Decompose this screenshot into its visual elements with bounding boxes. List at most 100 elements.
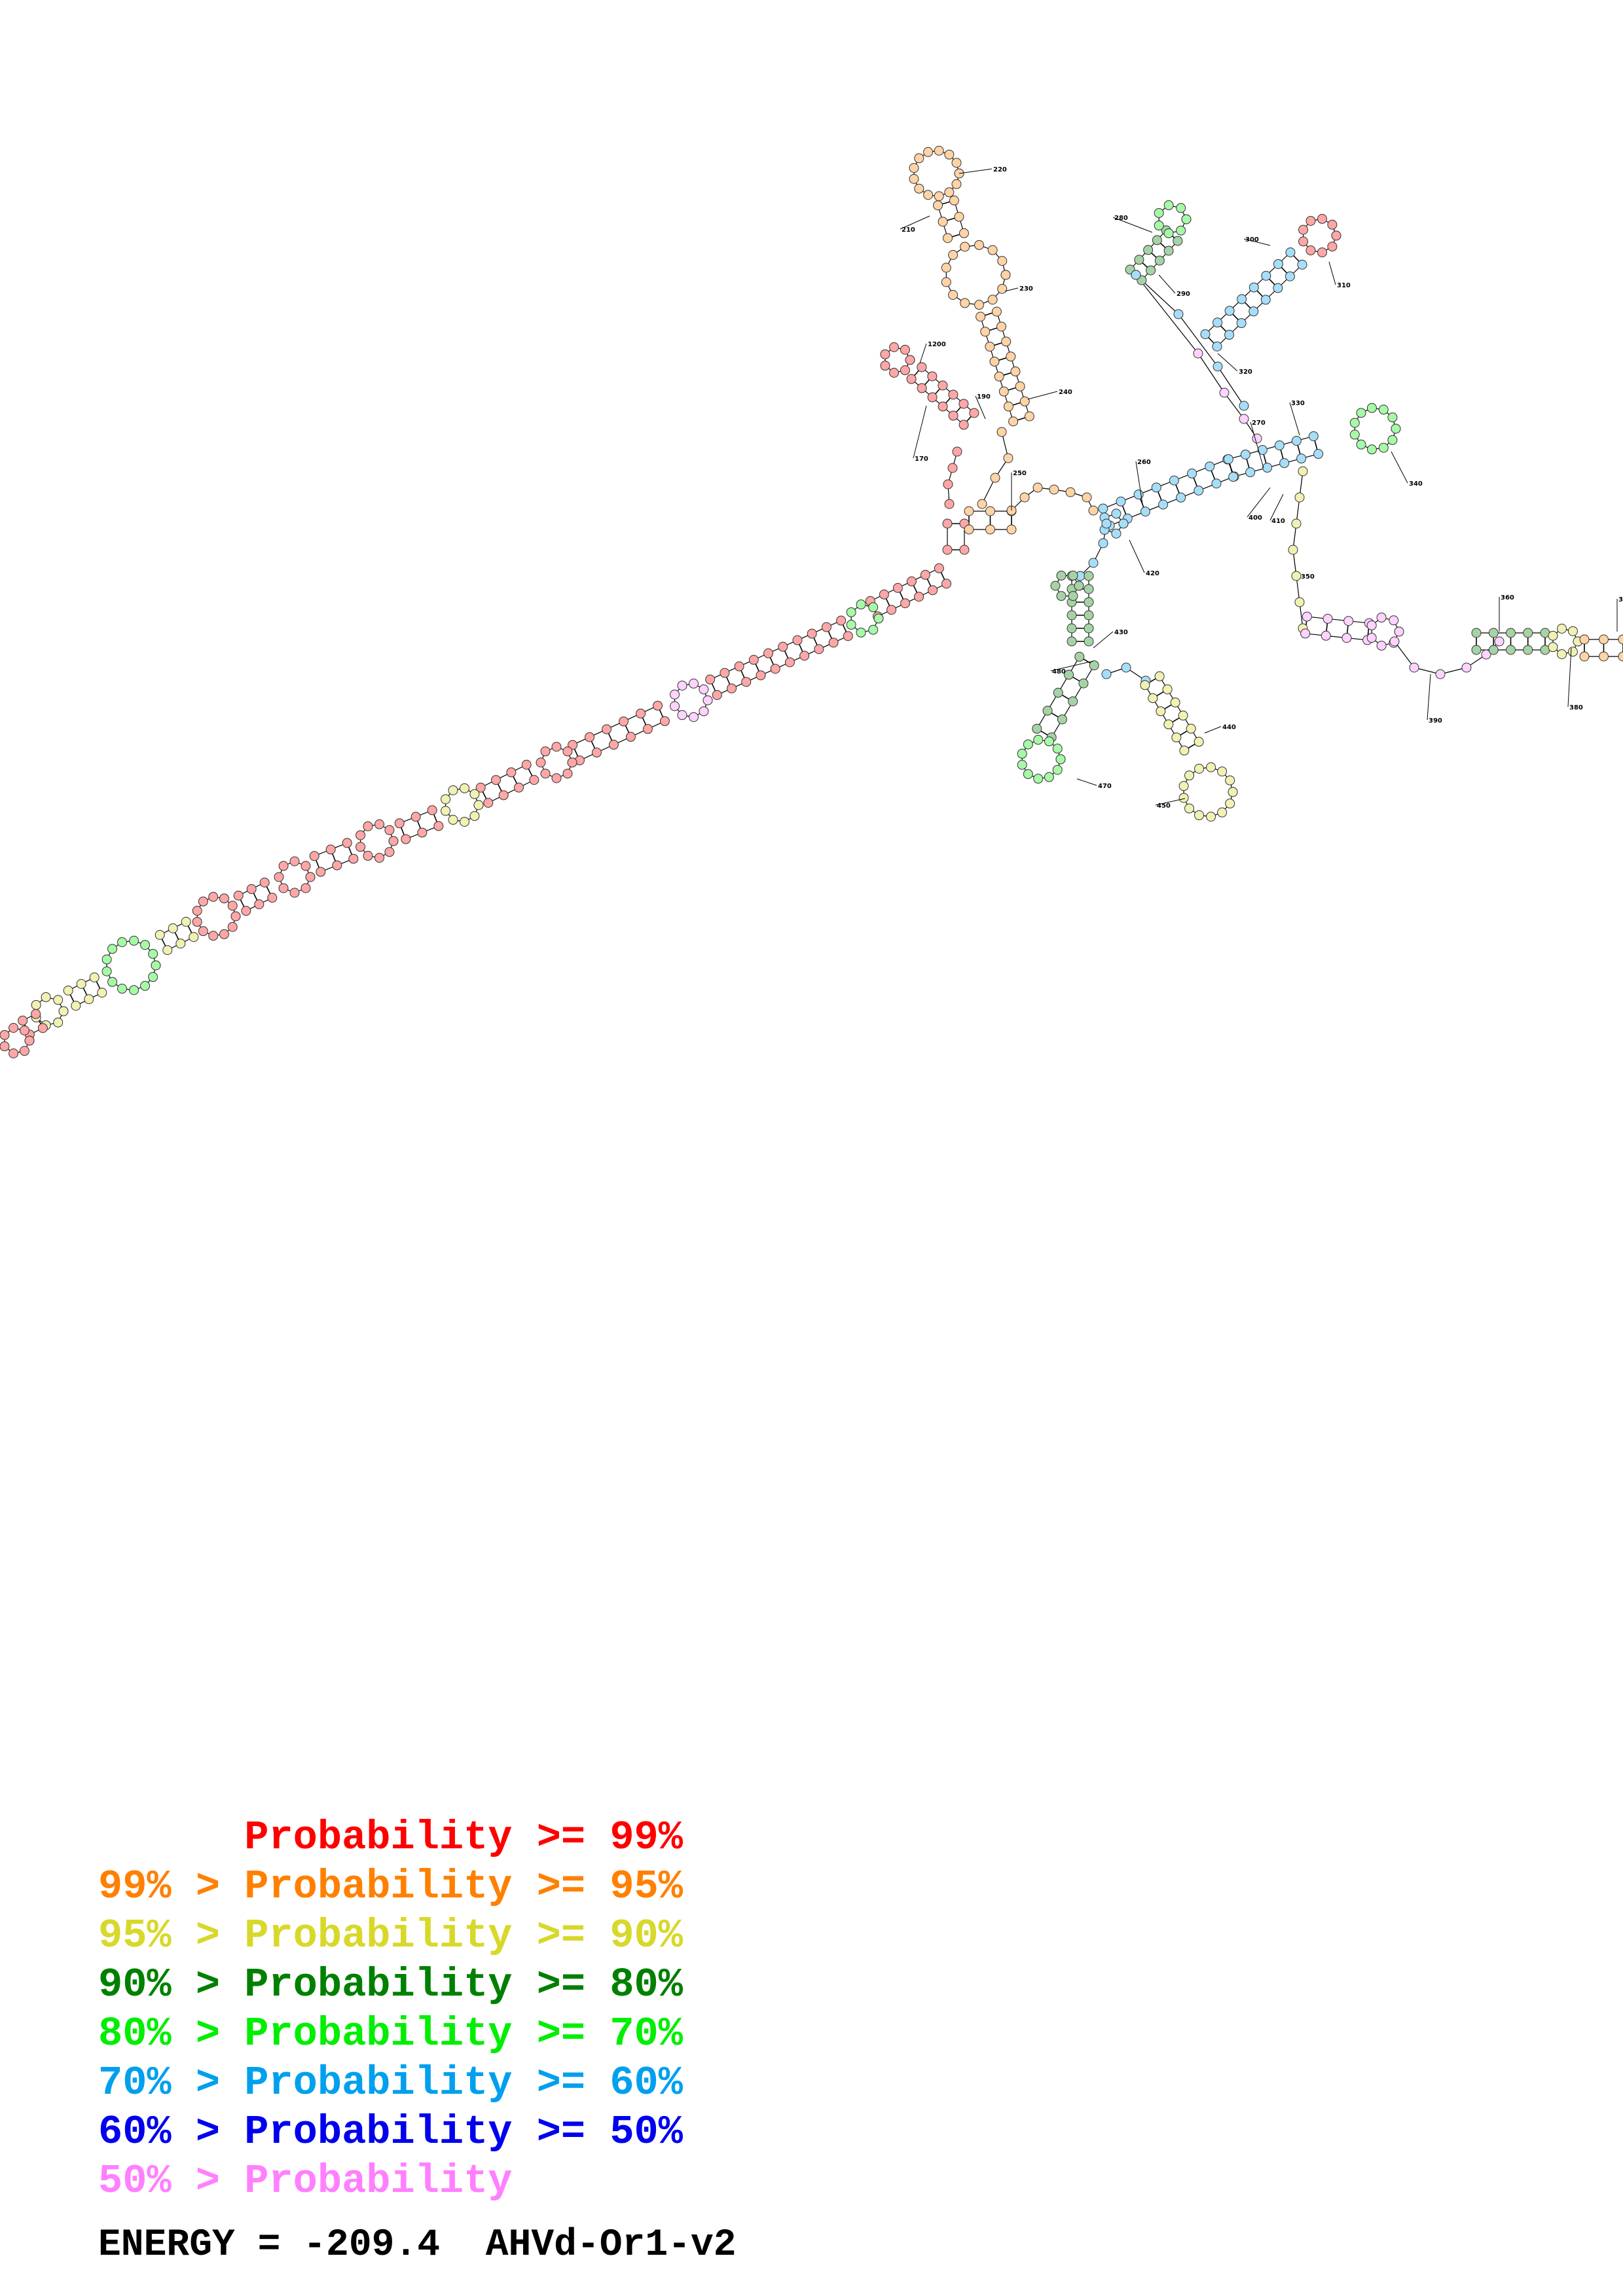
nucleotide bbox=[1378, 442, 1389, 453]
nucleotide bbox=[1618, 634, 1623, 645]
label-leader bbox=[1217, 353, 1238, 372]
nucleotide bbox=[101, 966, 112, 977]
nucleotide bbox=[1239, 414, 1249, 424]
nucleotide bbox=[316, 867, 326, 877]
nucleotide bbox=[129, 985, 139, 996]
sequence-name: AHVd-Or1-v2 bbox=[485, 2224, 737, 2267]
nucleotide bbox=[927, 392, 938, 403]
nucleotide bbox=[0, 1041, 10, 1052]
nucleotide bbox=[1084, 623, 1094, 634]
nucleotide bbox=[536, 757, 546, 768]
nucleotide bbox=[1084, 597, 1094, 607]
position-label: 250 bbox=[1013, 470, 1027, 477]
nucleotide bbox=[1291, 435, 1302, 446]
nucleotide bbox=[1461, 662, 1472, 673]
bond-line bbox=[1224, 392, 1245, 420]
nucleotide bbox=[1176, 203, 1186, 213]
nucleotide bbox=[1327, 242, 1338, 252]
nucleotide bbox=[959, 545, 970, 555]
nucleotide bbox=[175, 939, 186, 949]
nucleotide bbox=[529, 775, 539, 785]
position-label: 190 bbox=[977, 393, 991, 401]
nucleotide bbox=[585, 732, 595, 742]
bond-line bbox=[1217, 366, 1245, 406]
nucleotide bbox=[289, 888, 300, 898]
nucleotide bbox=[384, 825, 395, 835]
nucleotide bbox=[1224, 330, 1235, 340]
nucleotide bbox=[938, 380, 948, 391]
nucleotide bbox=[1579, 651, 1590, 662]
nucleotide bbox=[1212, 341, 1222, 351]
nucleotide bbox=[1148, 693, 1158, 704]
nucleotide bbox=[289, 856, 300, 867]
nucleotide bbox=[964, 524, 974, 535]
nucleotide bbox=[1088, 558, 1099, 568]
position-label: 360 bbox=[1501, 594, 1514, 601]
nucleotide bbox=[947, 463, 958, 473]
nucleotide bbox=[998, 386, 1009, 397]
nucleotide bbox=[1033, 774, 1044, 784]
label-leader bbox=[1328, 261, 1336, 285]
nucleotide bbox=[89, 972, 100, 982]
nucleotide bbox=[1162, 684, 1173, 694]
nucleotide bbox=[836, 615, 847, 626]
nucleotide bbox=[1285, 247, 1296, 258]
nucleotide bbox=[441, 794, 451, 804]
nucleotide bbox=[1068, 570, 1078, 581]
nucleotide bbox=[483, 798, 494, 808]
legend-row: 95% > Probability >= 90% bbox=[98, 1911, 683, 1960]
nucleotide bbox=[977, 499, 987, 509]
nucleotide bbox=[76, 978, 86, 989]
nucleotide bbox=[1056, 570, 1067, 581]
label-leader bbox=[1567, 647, 1572, 708]
nucleotide bbox=[1121, 662, 1131, 673]
nucleotide bbox=[1084, 636, 1094, 647]
nucleotide bbox=[948, 290, 958, 300]
nucleotide bbox=[1023, 739, 1033, 749]
nucleotide bbox=[1389, 615, 1399, 626]
nucleotide bbox=[868, 624, 879, 635]
nucleotide bbox=[943, 479, 953, 490]
legend-label: Probability >= 60% bbox=[244, 2060, 683, 2106]
nucleotide bbox=[374, 819, 385, 829]
nucleotide bbox=[1082, 492, 1092, 503]
nucleotide bbox=[9, 1048, 19, 1058]
nucleotide bbox=[19, 1025, 29, 1035]
nucleotide bbox=[1133, 490, 1144, 500]
nucleotide bbox=[1140, 507, 1150, 517]
nucleotide bbox=[1296, 454, 1307, 464]
nucleotide bbox=[944, 149, 955, 160]
nucleotide bbox=[1262, 463, 1273, 473]
nucleotide bbox=[363, 851, 373, 861]
nucleotide bbox=[1019, 396, 1030, 406]
nucleotide bbox=[1317, 247, 1328, 258]
nucleotide bbox=[1387, 412, 1398, 423]
nucleotide bbox=[53, 995, 64, 1005]
nucleotide bbox=[1049, 484, 1059, 495]
legend-prefix: 50% > bbox=[98, 2158, 245, 2204]
nucleotide bbox=[976, 312, 986, 322]
nucleotide bbox=[944, 499, 955, 509]
nucleotide bbox=[1084, 610, 1094, 620]
nucleotide bbox=[1154, 221, 1164, 231]
nucleotide bbox=[37, 1023, 48, 1033]
nucleotide bbox=[989, 356, 1000, 367]
nucleotide bbox=[1506, 645, 1516, 655]
nucleotide bbox=[1579, 634, 1590, 645]
nucleotide bbox=[1156, 706, 1166, 717]
nucleotide bbox=[778, 641, 788, 652]
nucleotide bbox=[1163, 228, 1174, 238]
legend-row: 70% > Probability >= 60% bbox=[98, 2058, 683, 2108]
nucleotide bbox=[1391, 423, 1401, 434]
nucleotide bbox=[889, 367, 900, 378]
nucleotide bbox=[1154, 207, 1164, 218]
nucleotide bbox=[1084, 571, 1094, 581]
nucleotide bbox=[949, 195, 959, 206]
nucleotide bbox=[917, 383, 927, 393]
nucleotide bbox=[325, 844, 336, 855]
nucleotide bbox=[1154, 671, 1165, 681]
legend-prefix bbox=[98, 1814, 244, 1861]
legend-label: Probability >= 99% bbox=[244, 1814, 683, 1861]
nucleotide bbox=[192, 916, 202, 927]
nucleotide bbox=[1322, 613, 1333, 624]
